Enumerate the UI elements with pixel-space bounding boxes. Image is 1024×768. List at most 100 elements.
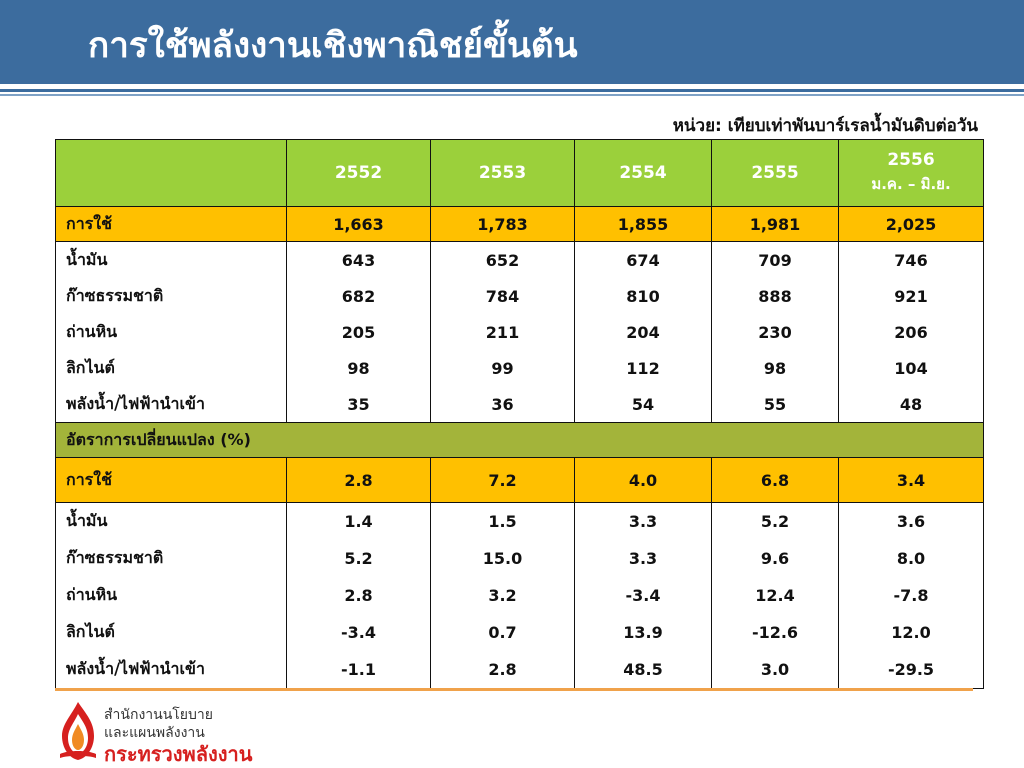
table-cell: 3.3 [574,540,712,577]
org-line-1: สำนักงานนโยบาย [104,707,213,723]
table-cell: 1,663 [286,206,431,242]
table-cell: 36 [430,386,575,423]
table-cell: 643 [286,241,431,278]
table-cell: 1,981 [711,206,839,242]
table-cell: 55 [711,386,839,423]
table-cell: 54 [574,386,712,423]
table-cell: 2,025 [838,206,984,242]
table-row: พลังน้ำ/ไฟฟ้านำเข้า -1.1 2.8 48.5 3.0 -2… [55,651,984,689]
header-corner-cell [55,139,287,207]
table-cell: 674 [574,241,712,278]
row-label: ลิกไนต์ [55,350,287,386]
table-cell: 206 [838,314,984,350]
table-cell: 2.8 [286,457,431,503]
table-cell: 5.2 [286,540,431,577]
change-total-row: การใช้ 2.8 7.2 4.0 6.8 3.4 [55,457,984,503]
table-cell: 13.9 [574,614,712,651]
org-name: สำนักงานนโยบาย และแผนพลังงาน กระทรวงพลัง… [104,706,252,766]
column-header: 2553 [430,139,575,207]
table-cell: 0.7 [430,614,575,651]
table-cell: 888 [711,278,839,314]
table-row: พลังน้ำ/ไฟฟ้านำเข้า 35 36 54 55 48 [55,386,984,423]
table-cell: 35 [286,386,431,423]
table-cell: 682 [286,278,431,314]
table-cell: 8.0 [838,540,984,577]
table-cell: 2.8 [286,577,431,614]
table-row: น้ำมัน 643 652 674 709 746 [55,241,984,278]
flame-logo-icon [56,700,100,762]
header-rule-light [0,94,1024,96]
table-cell: 810 [574,278,712,314]
row-label: การใช้ [55,206,287,242]
table-row: ถ่านหิน 2.8 3.2 -3.4 12.4 -7.8 [55,577,984,614]
column-header: 2554 [574,139,712,207]
row-label: พลังน้ำ/ไฟฟ้านำเข้า [55,386,287,423]
table-cell: 1.4 [286,502,431,540]
table-cell: 1,783 [430,206,575,242]
row-label: การใช้ [55,457,287,503]
table-cell: -1.1 [286,651,431,689]
unit-note: หน่วย: เทียบเท่าพันบาร์เรลน้ำมันดิบต่อวั… [672,116,978,136]
table-cell: 3.0 [711,651,839,689]
row-label: ก๊าซธรรมชาติ [55,278,287,314]
table-cell: 104 [838,350,984,386]
table-row: ลิกไนต์ -3.4 0.7 13.9 -12.6 12.0 [55,614,984,651]
table-cell: 652 [430,241,575,278]
table-row: น้ำมัน 1.4 1.5 3.3 5.2 3.6 [55,502,984,540]
table-cell: 6.8 [711,457,839,503]
row-label: พลังน้ำ/ไฟฟ้านำเข้า [55,651,287,689]
table-row: ถ่านหิน 205 211 204 230 206 [55,314,984,350]
volume-total-row: การใช้ 1,663 1,783 1,855 1,981 2,025 [55,206,984,242]
table-cell: 99 [430,350,575,386]
table-cell: 7.2 [430,457,575,503]
title-bar: การใช้พลังงานเชิงพาณิชย์ขั้นต้น [0,0,1024,84]
column-header: 2556 ม.ค. – มิ.ย. [838,139,984,207]
table-cell: 15.0 [430,540,575,577]
table-cell: 3.6 [838,502,984,540]
org-line-2: และแผนพลังงาน [104,725,205,741]
table-cell: 205 [286,314,431,350]
table-cell: 1.5 [430,502,575,540]
table-cell: 2.8 [430,651,575,689]
table-row: ก๊าซธรรมชาติ 682 784 810 888 921 [55,278,984,314]
row-label: ถ่านหิน [55,314,287,350]
table-cell: 98 [711,350,839,386]
table-cell: -29.5 [838,651,984,689]
table-cell: 1,855 [574,206,712,242]
table-cell: 784 [430,278,575,314]
row-label: น้ำมัน [55,241,287,278]
energy-table: 2552 2553 2554 2555 2556 ม.ค. – มิ.ย. กา… [55,139,984,689]
header-rule-dark [0,89,1024,92]
page-title: การใช้พลังงานเชิงพาณิชย์ขั้นต้น [88,26,578,66]
ministry-name: กระทรวงพลังงาน [104,742,253,766]
table-cell: 204 [574,314,712,350]
table-cell: 211 [430,314,575,350]
table-row: ลิกไนต์ 98 99 112 98 104 [55,350,984,386]
table-cell: -3.4 [574,577,712,614]
table-cell: -7.8 [838,577,984,614]
change-section-row: อัตราการเปลี่ยนแปลง (%) [55,422,984,458]
table-cell: 98 [286,350,431,386]
row-label: ก๊าซธรรมชาติ [55,540,287,577]
table-cell: 5.2 [711,502,839,540]
table-cell: -12.6 [711,614,839,651]
table-cell: 9.6 [711,540,839,577]
table-cell: 4.0 [574,457,712,503]
footer-rule [55,688,973,691]
column-header: 2552 [286,139,431,207]
row-label: ลิกไนต์ [55,614,287,651]
table-cell: 230 [711,314,839,350]
column-header-year: 2556 [887,150,935,170]
table-cell: 746 [838,241,984,278]
table-cell: 112 [574,350,712,386]
section-label: อัตราการเปลี่ยนแปลง (%) [55,422,984,458]
table-header-row: 2552 2553 2554 2555 2556 ม.ค. – มิ.ย. [55,139,984,207]
column-header: 2555 [711,139,839,207]
header-gap [0,84,1024,89]
table-cell: 48.5 [574,651,712,689]
table-row: ก๊าซธรรมชาติ 5.2 15.0 3.3 9.6 8.0 [55,540,984,577]
table-cell: 709 [711,241,839,278]
column-header-period: ม.ค. – มิ.ย. [871,175,951,193]
table-cell: 48 [838,386,984,423]
table-cell: 12.4 [711,577,839,614]
